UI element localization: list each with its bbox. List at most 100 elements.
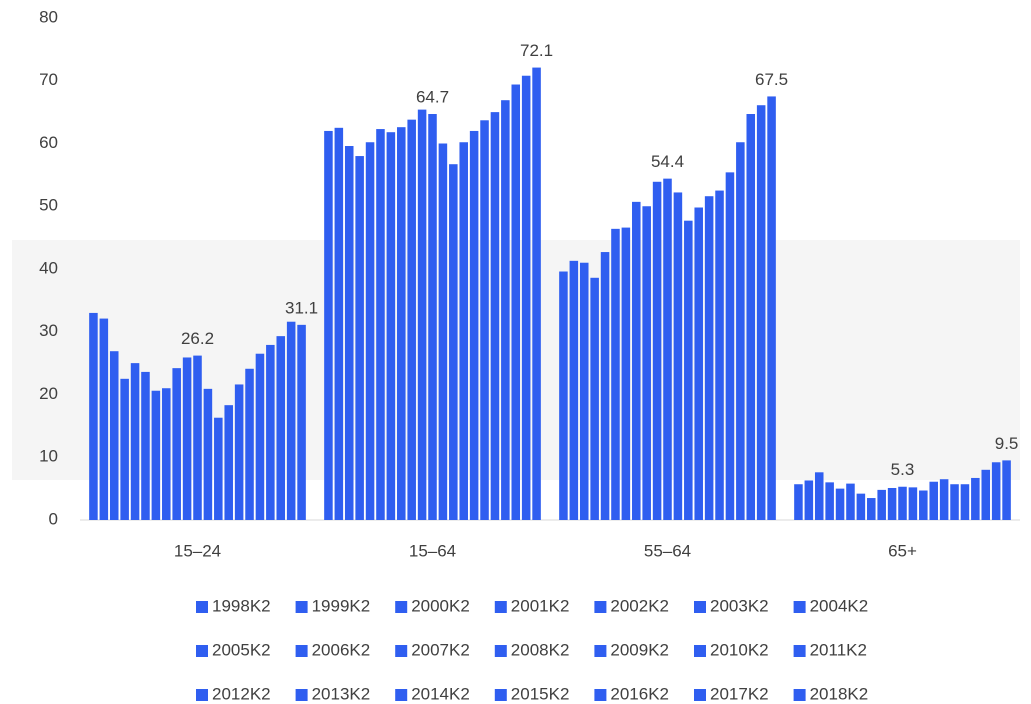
bar	[120, 378, 129, 520]
data-label: 64.7	[416, 87, 449, 106]
legend-label: 2011K2	[810, 640, 867, 659]
data-label: 5.3	[891, 460, 915, 479]
legend-label: 1999K2	[312, 596, 371, 615]
y-tick-label: 20	[39, 384, 58, 403]
legend-label: 2010K2	[710, 640, 769, 659]
legend-label: 2009K2	[610, 640, 669, 659]
bar	[814, 472, 824, 520]
legend-swatch	[395, 645, 408, 657]
bar	[532, 67, 541, 520]
bar	[141, 371, 150, 520]
bar	[725, 172, 735, 521]
y-tick-label: 70	[39, 70, 58, 89]
legend-label: 2008K2	[511, 640, 570, 659]
legend-swatch	[694, 645, 706, 657]
bar	[193, 355, 202, 520]
x-tick-label: 15–64	[409, 541, 456, 560]
bar	[950, 484, 959, 520]
data-label: 54.4	[651, 152, 684, 171]
bar	[89, 312, 98, 520]
legend-swatch	[793, 689, 806, 701]
bar	[590, 277, 599, 520]
bar	[1002, 460, 1011, 520]
bar	[835, 488, 845, 520]
bar	[334, 127, 344, 520]
data-label: 9.5	[995, 434, 1019, 453]
bar	[324, 130, 333, 520]
bar	[276, 336, 286, 520]
data-label: 31.1	[285, 298, 318, 317]
y-tick-label: 0	[49, 509, 58, 528]
bar	[715, 190, 724, 520]
y-tick-label: 80	[39, 7, 58, 26]
bar	[245, 368, 254, 520]
legend-swatch	[694, 689, 706, 701]
bar	[794, 484, 803, 520]
legend-swatch	[494, 601, 507, 613]
bar	[234, 384, 244, 520]
legend-swatch	[395, 689, 408, 701]
legend-swatch	[494, 689, 507, 701]
bar	[459, 142, 468, 520]
bar	[736, 142, 745, 520]
legend-swatch	[694, 601, 706, 613]
bar	[559, 271, 568, 520]
bar	[898, 486, 907, 520]
bar	[652, 181, 662, 520]
legend-label: 2004K2	[810, 596, 869, 615]
bar	[846, 483, 855, 520]
bar	[214, 417, 223, 520]
bar	[501, 100, 510, 520]
legend-label: 1998K2	[212, 596, 271, 615]
bar	[511, 84, 521, 520]
legend-swatch	[793, 645, 806, 657]
legend-label: 2017K2	[710, 684, 769, 703]
bar	[480, 120, 489, 520]
bar	[569, 260, 579, 520]
bar	[632, 201, 641, 521]
bar	[663, 178, 672, 520]
legend-swatch	[594, 645, 607, 657]
x-tick-label: 15–24	[174, 541, 221, 560]
bar	[376, 129, 385, 520]
legend-swatch	[295, 645, 308, 657]
bar	[397, 127, 406, 520]
bar	[172, 368, 181, 520]
bar	[600, 252, 610, 520]
bar	[365, 142, 375, 520]
bar	[767, 96, 776, 520]
legend-label: 2003K2	[710, 596, 769, 615]
bar	[981, 469, 991, 520]
bar	[438, 143, 448, 520]
bar	[694, 207, 703, 520]
legend-label: 2012K2	[212, 684, 271, 703]
legend-swatch	[196, 601, 208, 613]
bar	[960, 484, 970, 520]
bar	[673, 192, 683, 520]
bar	[939, 479, 949, 520]
bar	[417, 109, 427, 521]
bar	[621, 227, 631, 520]
bar	[109, 351, 119, 520]
bar	[203, 388, 213, 520]
bar	[756, 105, 766, 520]
legend-label: 2005K2	[212, 640, 271, 659]
bar	[704, 196, 714, 520]
bar	[490, 112, 500, 520]
y-tick-label: 30	[39, 321, 58, 340]
bar	[579, 262, 589, 520]
bar	[919, 490, 928, 520]
bar	[469, 130, 479, 520]
bar	[266, 344, 275, 520]
bar	[611, 228, 620, 520]
legend-label: 2000K2	[411, 596, 470, 615]
bar	[929, 481, 938, 520]
x-tick-label: 55–64	[644, 541, 691, 560]
legend-swatch	[594, 601, 607, 613]
bar	[804, 480, 814, 520]
bar	[449, 164, 458, 520]
data-label: 67.5	[755, 70, 788, 89]
bar	[151, 390, 161, 520]
bar	[407, 119, 416, 520]
